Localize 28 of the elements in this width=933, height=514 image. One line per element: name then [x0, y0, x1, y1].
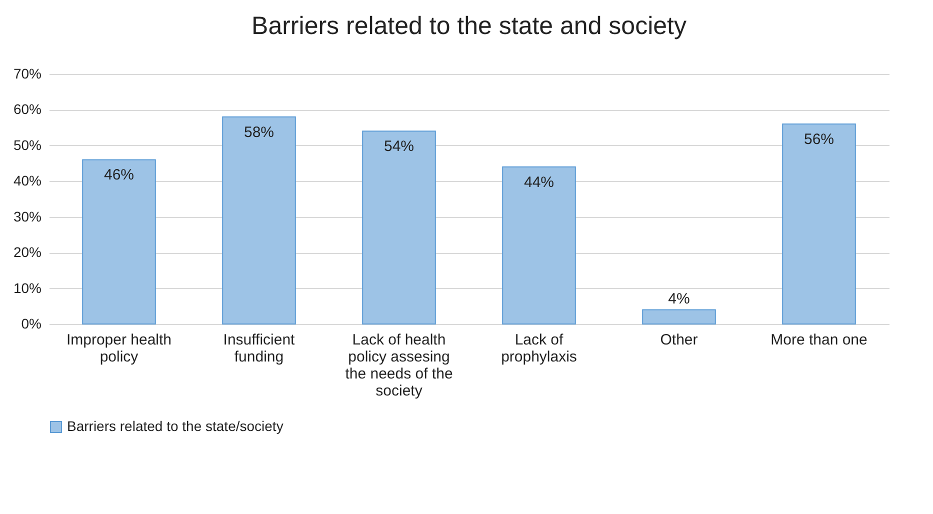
bar [362, 130, 436, 324]
y-tick-label: 50% [13, 136, 42, 153]
bar [82, 159, 156, 324]
y-tick-label: 10% [13, 280, 42, 296]
text: 56% [804, 131, 834, 148]
y-tick-label: 20% [13, 244, 42, 260]
text: 4% [668, 290, 690, 308]
y-tick-label: 0% [21, 316, 42, 332]
text: 44% [524, 174, 554, 191]
bar [782, 124, 856, 324]
y-tick-label: 60% [13, 101, 42, 118]
x-tick-label: Other [660, 332, 698, 348]
text: 46% [104, 166, 134, 184]
bar [642, 309, 716, 324]
y-tick-label: 70% [13, 66, 42, 82]
x-tick-label: Lack of health policy assesing the needs of the society [345, 332, 453, 400]
bar [502, 166, 576, 324]
x-tick-label: Improper health policy [66, 332, 172, 366]
x-tick-label: More than one [770, 332, 868, 348]
chart-title: Barriers related to the state and society [252, 12, 687, 40]
legend-label: Barriers related to the state/society [67, 418, 284, 434]
text: 54% [384, 138, 414, 156]
text: 58% [244, 124, 274, 141]
y-tick-label: 30% [13, 208, 42, 224]
y-tick-label: 40% [13, 172, 42, 189]
x-tick-label: Insufficient funding [223, 332, 296, 366]
bar [222, 116, 296, 324]
x-tick-label: Lack of prophylaxis [501, 332, 577, 366]
